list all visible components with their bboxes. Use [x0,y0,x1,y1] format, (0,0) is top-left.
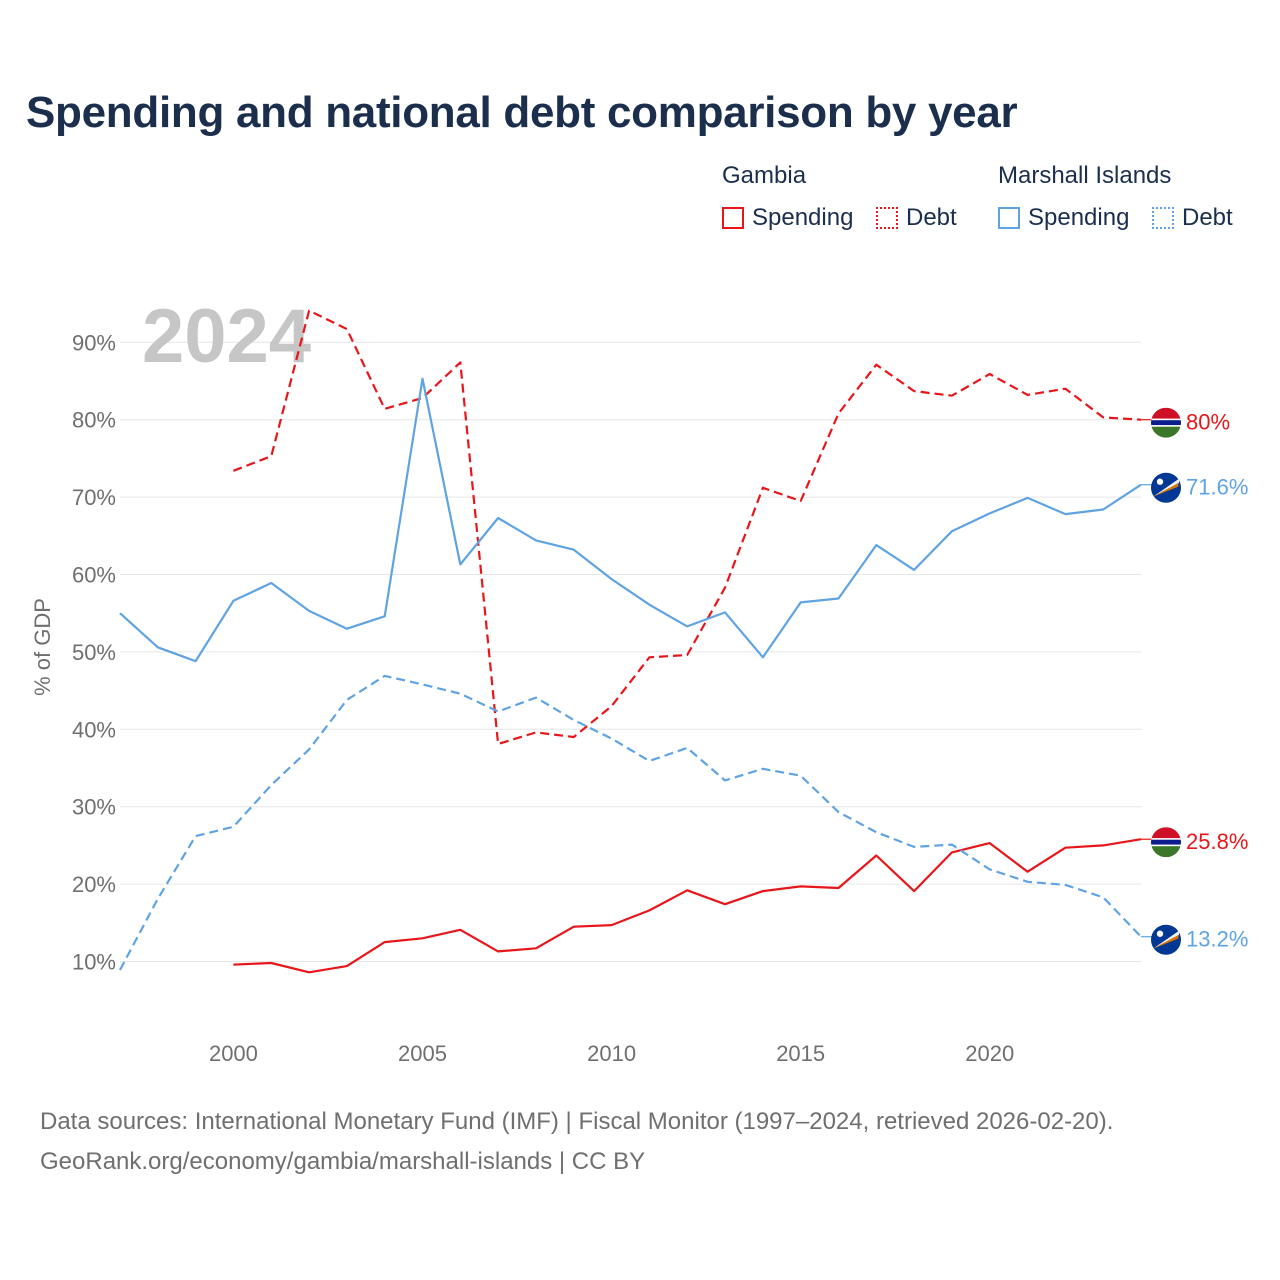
end-value-label-marshall-islands-spending: 71.6% [1186,475,1248,500]
chart-title: Spending and national debt comparison by… [26,88,1018,137]
year-watermark: 2024 [142,294,311,379]
footer-attribution: GeoRank.org/economy/gambia/marshall-isla… [40,1148,646,1175]
end-value-label-marshall-islands-debt: 13.2% [1186,927,1248,952]
legend-group-gambia: Gambia [722,162,807,189]
x-tick-label: 2005 [398,1041,447,1066]
y-tick-label: 50% [72,640,116,665]
legend-marshall-spending[interactable]: Spending [998,204,1129,232]
y-tick-label: 90% [72,330,116,355]
y-tick-label: 60% [72,563,116,588]
legend-label: Spending [752,204,854,231]
legend-label: Debt [1182,204,1233,231]
end-value-label-gambia-debt: 80% [1186,410,1230,435]
legend-gambia-debt[interactable]: Debt [876,204,957,232]
legend-swatch-gambia-spending [722,207,744,229]
series-line-gambia-debt[interactable] [233,309,1142,746]
series-line-marshall-islands-debt[interactable] [119,674,1142,971]
y-tick-label: 40% [72,717,116,742]
y-axis-label: % of GDP [30,598,55,696]
legend-group-marshall-islands: Marshall Islands [998,162,1172,189]
x-tick-label: 2015 [776,1041,825,1066]
y-tick-label: 20% [72,872,116,897]
gambia-flag-icon [1151,827,1181,858]
line-chart: 10% 20% 30% 40% 50% 60% 70% 80% 90% 2024 2000 2005 2… [30,294,1248,1066]
end-value-label-gambia-spending: 25.8% [1186,829,1248,854]
x-tick-label: 2020 [965,1041,1014,1066]
legend-swatch-marshall-debt [1152,207,1174,229]
marshall-islands-flag-icon [1151,924,1181,955]
y-tick-label: 70% [72,485,116,510]
x-tick-label: 2000 [209,1041,258,1066]
legend-swatch-marshall-spending [998,207,1020,229]
marshall-islands-flag-icon [1151,472,1181,503]
y-tick-label: 10% [72,950,116,975]
y-tick-label: 80% [72,408,116,433]
series-line-gambia-spending[interactable] [233,838,1142,974]
legend-label: Debt [906,204,957,231]
legend-label: Spending [1028,204,1130,231]
y-tick-label: 30% [72,795,116,820]
legend-marshall-debt[interactable]: Debt [1152,204,1233,232]
series-line-marshall-islands-spending[interactable] [119,377,1142,663]
gambia-flag-icon [1151,407,1181,438]
legend-swatch-gambia-debt [876,207,898,229]
footer-sources: Data sources: International Monetary Fun… [40,1108,1114,1135]
legend-gambia-spending[interactable]: Spending [722,204,853,232]
x-tick-label: 2010 [587,1041,636,1066]
